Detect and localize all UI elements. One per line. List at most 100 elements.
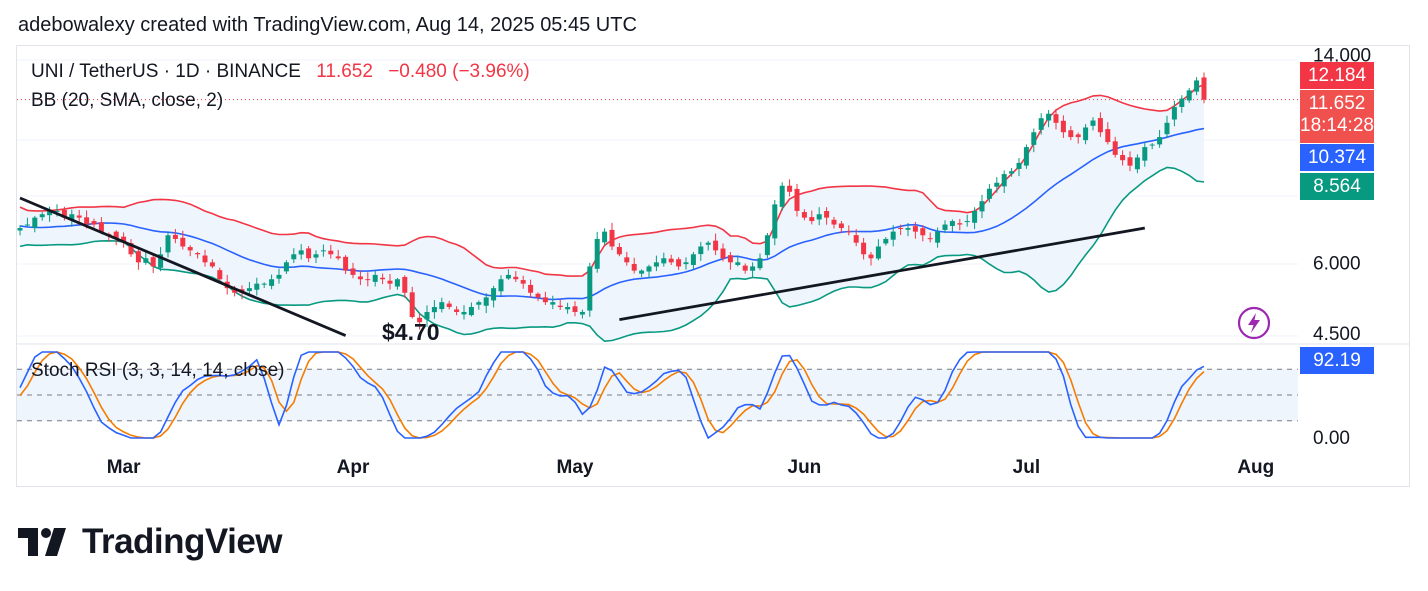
- candle-body: [84, 217, 90, 225]
- price-tick-label: 14.000: [1313, 46, 1371, 67]
- candle-body: [202, 255, 208, 263]
- candle-body: [927, 238, 933, 240]
- candle-body: [195, 253, 201, 255]
- candle-body: [1179, 98, 1185, 107]
- candle-body: [365, 279, 371, 281]
- candle-body: [994, 182, 1000, 187]
- candle-body: [861, 242, 867, 255]
- symbol-name[interactable]: UNI / TetherUS · 1D · BINANCE: [31, 61, 301, 82]
- candle-body: [979, 201, 985, 212]
- candle-body: [306, 248, 312, 259]
- candle-body: [468, 307, 474, 316]
- candle-body: [269, 279, 275, 286]
- candle-body: [98, 222, 104, 232]
- candle-body: [261, 283, 267, 285]
- candle-body: [542, 297, 548, 303]
- candle-body: [920, 228, 926, 236]
- candle-body: [949, 221, 955, 226]
- candle-body: [875, 246, 881, 259]
- candle-body: [357, 276, 363, 280]
- candle-body: [890, 231, 896, 240]
- candle-body: [742, 265, 748, 271]
- candle-body: [350, 268, 356, 275]
- candle-body: [520, 280, 526, 284]
- candle-body: [912, 226, 918, 232]
- candle-body: [335, 256, 341, 259]
- candle-body: [121, 236, 127, 243]
- candle-body: [69, 214, 75, 221]
- candle-body: [1171, 107, 1177, 120]
- time-tick-label: Aug: [1237, 457, 1274, 478]
- candle-body: [942, 224, 948, 230]
- candle-body: [1046, 113, 1052, 121]
- candle-body: [868, 254, 874, 259]
- candle-body: [91, 221, 97, 225]
- candle-body: [727, 255, 733, 263]
- candle-body: [935, 231, 941, 243]
- chart-frame[interactable]: [16, 45, 1410, 487]
- candle-body: [683, 262, 689, 265]
- candle-body: [298, 250, 304, 255]
- candle-body: [483, 297, 489, 306]
- candle-body: [409, 292, 415, 318]
- candle-body: [735, 262, 741, 265]
- candle-body: [150, 257, 156, 267]
- stoch-rsi-pane: [17, 351, 1298, 440]
- candle-body: [431, 307, 437, 313]
- candle-body: [513, 276, 519, 280]
- candle-body: [646, 266, 652, 272]
- candle-body: [17, 228, 23, 231]
- candle-body: [1164, 122, 1170, 135]
- candle-body: [905, 228, 911, 230]
- price-badge: 11.652 18:14:28: [1300, 90, 1374, 143]
- candle-body: [387, 280, 393, 284]
- candle-body: [853, 235, 859, 243]
- tradingview-logo-icon: [18, 528, 66, 556]
- candle-body: [1149, 144, 1155, 146]
- bollinger-legend[interactable]: BB (20, SMA, close, 2): [31, 90, 224, 111]
- candle-body: [720, 248, 726, 259]
- stoch-rsi-legend[interactable]: Stoch RSI (3, 3, 14, 14, close): [31, 360, 285, 381]
- candle-body: [454, 309, 460, 312]
- candle-body: [624, 257, 630, 263]
- candle-body: [172, 234, 178, 239]
- candle-body: [217, 270, 223, 280]
- candle-body: [809, 217, 815, 222]
- candle-body: [24, 224, 30, 226]
- candle-body: [461, 311, 467, 315]
- candle-body: [417, 317, 423, 323]
- time-tick-label: May: [557, 457, 594, 478]
- lightning-icon[interactable]: [1236, 305, 1272, 341]
- candle-body: [113, 231, 119, 239]
- candle-body: [402, 276, 408, 293]
- candle-body: [476, 302, 482, 305]
- candle-body: [1053, 114, 1059, 123]
- candle-body: [772, 204, 778, 239]
- candle-body: [1127, 157, 1133, 166]
- candle-body: [705, 242, 711, 245]
- tradingview-logo[interactable]: TradingView: [18, 520, 283, 564]
- candle-body: [883, 238, 889, 244]
- price-tick-label: 6.000: [1313, 253, 1361, 274]
- bollinger-fill: [20, 84, 1204, 342]
- candle-body: [424, 311, 430, 320]
- candle-body: [180, 237, 186, 247]
- candle-body: [550, 302, 556, 305]
- candle-body: [816, 214, 822, 220]
- candle-body: [394, 279, 400, 287]
- candle-body: [1068, 130, 1074, 138]
- candle-body: [668, 258, 674, 263]
- candle-body: [1142, 147, 1148, 161]
- candle-body: [1090, 120, 1096, 126]
- candle-body: [609, 229, 615, 247]
- candle-body: [676, 259, 682, 267]
- chart-credit: adebowalexy created with TradingView.com…: [18, 14, 637, 36]
- candle-body: [128, 243, 134, 255]
- candle-body: [291, 254, 297, 260]
- candle-body: [1023, 147, 1029, 166]
- symbol-legend[interactable]: UNI / TetherUS · 1D · BINANCE 11.652 −0.…: [31, 61, 530, 83]
- candle-body: [283, 262, 289, 272]
- candle-body: [831, 219, 837, 225]
- candle-body: [986, 188, 992, 199]
